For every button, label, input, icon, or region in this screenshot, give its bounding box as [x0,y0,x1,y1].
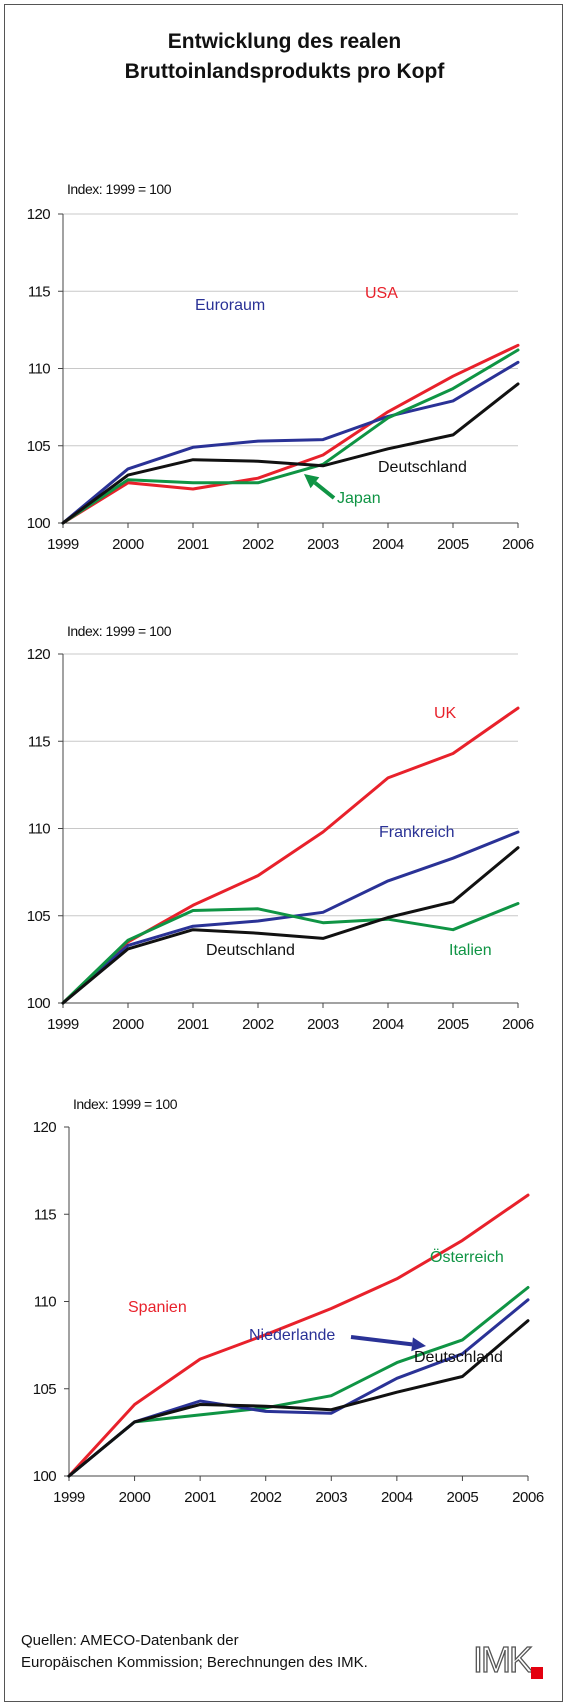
series-line-usa [61,343,520,525]
x-tick-label: 2003 [307,536,339,553]
x-tick-label: 2005 [437,1016,469,1033]
x-tick-label: 2006 [512,1489,544,1506]
series-line-italien [61,902,520,1005]
y-tick-label: 100 [27,515,50,532]
x-tick-label: 1999 [53,1489,85,1506]
x-tick-label: 2001 [177,536,209,553]
x-tick-label: 2001 [184,1489,216,1506]
x-tick-label: 2004 [372,1016,404,1033]
series-line-euroraum [61,360,520,525]
y-tick-label: 120 [27,646,50,663]
series-line-deutschland [61,846,520,1005]
series-line-österreich [67,1286,530,1478]
chart-3: 100 105 110 115 120 1999 2000 2001 2002 2003 2004 2… [33,1096,545,1506]
series-label-uk: UK [434,705,457,722]
annotation-arrow-shaft [313,481,336,500]
series-label-euroraum: Euroraum [195,297,265,314]
index-label: Index: 1999 = 100 [67,181,172,197]
series-label-italien: Italien [449,942,492,959]
series-label-japan: Japan [337,490,381,507]
series-label-frankreich: Frankreich [379,824,455,841]
series-label-deutschland: Deutschland [206,942,295,959]
y-tick-label: 100 [33,1468,56,1485]
figure-title: Entwicklung des realen Bruttoinlandsprod… [0,27,569,87]
x-tick-label: 1999 [47,1016,79,1033]
title-line-2: Bruttoinlandsprodukts pro Kopf [124,60,445,83]
source-line-2: Europäischen Kommission; Berechnungen de… [21,1654,368,1671]
x-tick-label: 2006 [502,536,534,553]
series-label-usa: USA [365,285,398,302]
x-tick-label: 2000 [119,1489,151,1506]
y-tick-label: 115 [28,283,50,300]
x-tick-label: 2001 [177,1016,209,1033]
index-label: Index: 1999 = 100 [67,623,172,639]
chart-2: 100 105 110 115 120 1999 2000 2001 2002 2003 2004 2… [27,623,535,1033]
x-tick-label: 2004 [381,1489,413,1506]
y-tick-label: 105 [27,438,50,455]
x-tick-label: 2002 [250,1489,282,1506]
series-label-niederlande: Niederlande [249,1327,335,1344]
series-line-spanien [67,1193,530,1478]
series-label-deutschland: Deutschland [414,1349,503,1366]
source-note: Quellen: AMECO-Datenbank der Europäische… [21,1630,368,1674]
imk-logo: IMK [472,1639,543,1680]
x-tick-label: 2000 [112,1016,144,1033]
series-label-österreich: Österreich [430,1248,504,1266]
series-line-deutschland [61,382,520,525]
annotation-arrow-head [304,474,320,489]
x-tick-label: 1999 [47,536,79,553]
series-line-frankreich [61,830,520,1005]
series-line-japan [61,348,520,525]
y-tick-label: 110 [28,361,50,378]
y-tick-label: 115 [34,1206,56,1223]
x-tick-label: 2002 [242,1016,274,1033]
chart-1: 100 105 110 115 120 1999 2000 2001 2002 2003 2004 2… [27,181,535,553]
series-line-deutschland [67,1319,530,1478]
x-tick-label: 2005 [437,536,469,553]
imk-logo-accent [531,1667,543,1679]
title-line-1: Entwicklung des realen [167,30,402,53]
x-tick-label: 2002 [242,536,274,553]
series-label-spanien: Spanien [128,1299,187,1316]
y-tick-label: 105 [33,1381,56,1398]
y-tick-label: 110 [28,821,50,838]
index-label: Index: 1999 = 100 [73,1096,178,1112]
x-tick-label: 2000 [112,536,144,553]
x-tick-label: 2006 [502,1016,534,1033]
y-tick-label: 105 [27,908,50,925]
series-label-deutschland: Deutschland [378,459,467,476]
y-tick-label: 120 [33,1119,56,1136]
y-tick-label: 100 [27,995,50,1012]
y-tick-label: 115 [28,733,50,750]
x-tick-label: 2003 [307,1016,339,1033]
annotation-arrow-shaft [350,1335,413,1347]
x-tick-label: 2005 [447,1489,479,1506]
imk-logo-text: IMK [472,1639,533,1680]
annotation-arrow-head [411,1337,426,1352]
x-tick-label: 2004 [372,536,404,553]
source-line-1: Quellen: AMECO-Datenbank der [21,1632,239,1649]
x-tick-label: 2003 [315,1489,347,1506]
y-tick-label: 120 [27,206,50,223]
y-tick-label: 110 [34,1294,56,1311]
